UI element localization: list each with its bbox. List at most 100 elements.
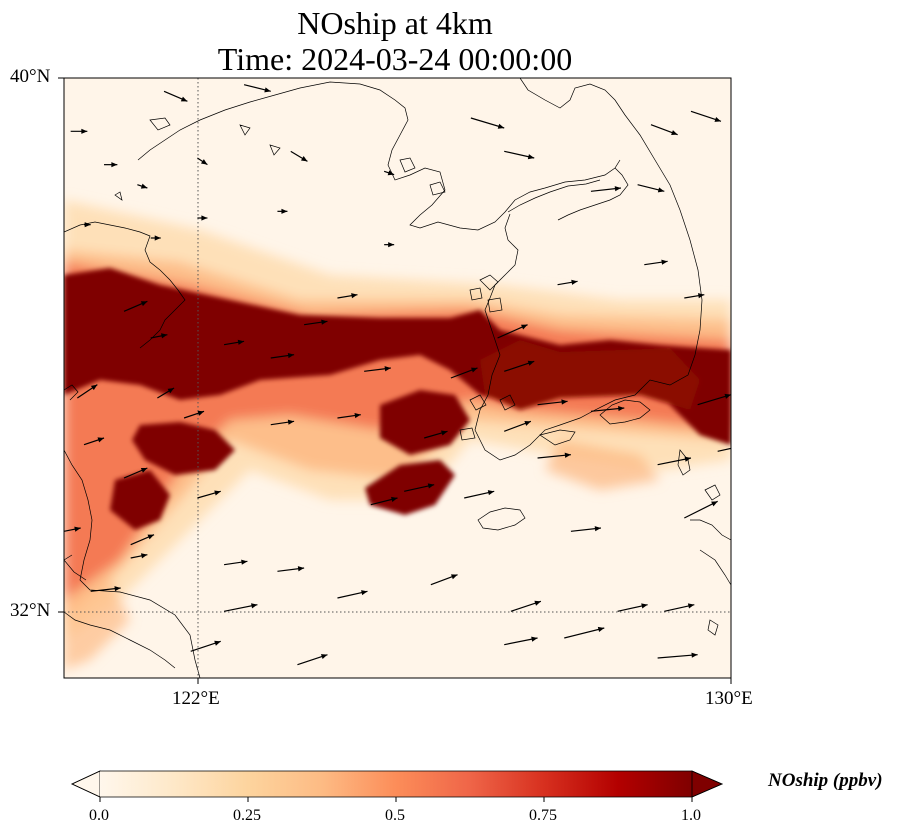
map-frame <box>63 77 732 679</box>
wind-arrow-head <box>264 87 271 93</box>
wind-arrow-head <box>597 626 605 632</box>
wind-arrow-head <box>140 553 148 559</box>
wind-arrow-head <box>321 319 328 325</box>
wind-arrow-head <box>614 186 621 192</box>
colorbar-tick-1: 1.0 <box>681 807 701 824</box>
wind-arrow-head <box>200 159 208 165</box>
wind-arrow-head <box>450 574 458 580</box>
wind-arrow-head <box>471 367 478 373</box>
wind-arrow-head <box>497 123 505 129</box>
colorbar <box>71 770 724 802</box>
wind-arrow-head <box>111 162 118 168</box>
wind-arrow-head <box>441 430 448 436</box>
wind-arrow-head <box>214 490 221 496</box>
wind-arrow-head <box>180 96 188 102</box>
wind-arrow-head <box>657 187 665 193</box>
wind-arrow-head <box>84 222 91 228</box>
wind-arrow-head <box>147 534 155 540</box>
wind-arrow-head <box>74 526 81 532</box>
map-title: NOship at 4km <box>297 5 493 41</box>
wind-arrow-head <box>354 412 361 419</box>
colorbar-gradient <box>100 771 692 797</box>
wind-arrow-head <box>711 501 718 507</box>
wind-arrow-head <box>114 586 121 592</box>
wind-arrow-head <box>561 399 568 405</box>
wind-arrow-head <box>251 603 258 609</box>
lon-label-122E: 122°E <box>172 688 220 709</box>
wind-arrow-head <box>391 496 398 502</box>
wind-arrow-head <box>641 603 648 609</box>
wind-arrow-head <box>154 235 161 241</box>
wind-arrow-head <box>388 242 395 248</box>
wind-arrow-shaft <box>424 71 457 74</box>
wind-arrow-shaft <box>657 654 698 659</box>
wind-arrow-shaft <box>551 45 591 55</box>
wind-arrow-head <box>351 293 358 299</box>
wind-arrow-head <box>140 301 148 307</box>
wind-arrow-head <box>287 352 295 359</box>
wind-arrow-head <box>300 156 308 162</box>
wind-arrow-head <box>97 437 105 443</box>
wind-arrow-head <box>584 51 590 56</box>
wind-arrow-head <box>320 654 328 660</box>
wind-arrow-head <box>671 130 678 135</box>
wind-arrow-head <box>281 208 288 214</box>
wind-arrow-head <box>521 324 528 330</box>
wind-arrow-head <box>571 279 578 285</box>
wind-arrow-head <box>661 259 668 265</box>
wind-arrow-head <box>81 128 88 134</box>
wind-arrow-head <box>451 71 457 76</box>
wind-arrow-head <box>714 116 721 122</box>
colorbar-tick-025: 0.25 <box>233 807 261 824</box>
wind-arrow-head <box>90 384 98 391</box>
map-panel <box>64 45 747 678</box>
wind-arrow-head <box>741 443 747 448</box>
wind-arrow-head <box>687 603 695 609</box>
colorbar-label: NOship (ppbv) <box>768 770 883 791</box>
wind-arrow-head <box>697 293 705 299</box>
colorbar-min-extend <box>71 770 101 798</box>
wind-arrow-head <box>564 452 571 458</box>
colorbar-tick-075: 0.75 <box>529 807 557 824</box>
wind-arrow-head <box>691 652 698 658</box>
wind-arrow-head <box>534 600 541 606</box>
colorbar-max-extend <box>691 770 724 798</box>
wind-arrow-head <box>361 590 368 596</box>
wind-vectors <box>64 45 747 666</box>
wind-arrow-head <box>160 333 168 339</box>
coastlines <box>64 78 731 678</box>
wind-arrow-head <box>487 490 495 496</box>
wind-arrow-shaft <box>684 500 718 519</box>
wind-arrow-head <box>384 366 391 372</box>
lat-label-32N: 32°N <box>10 600 51 621</box>
wind-arrow-head <box>287 419 295 425</box>
wind-arrow-shaft <box>717 447 731 452</box>
wind-arrow-head <box>524 421 531 426</box>
wind-arrow-head <box>197 410 205 416</box>
wind-arrow-head <box>527 360 535 366</box>
wind-arrow-head <box>427 483 435 489</box>
wind-arrow-head <box>531 636 538 642</box>
lat-label-40N: 40°N <box>10 66 51 87</box>
wind-arrow-head <box>594 526 601 532</box>
wind-arrow-head <box>684 456 691 462</box>
wind-arrow-head <box>527 154 535 160</box>
wind-arrow-head <box>167 387 175 394</box>
wind-arrow-head <box>724 393 731 399</box>
wind-arrow-head <box>618 406 625 412</box>
wind-arrow-head <box>241 559 248 565</box>
wind-arrow-head <box>140 467 148 473</box>
map-subtitle-time: Time: 2024-03-24 00:00:00 <box>217 41 573 77</box>
colorbar-tick-0: 0.0 <box>89 807 109 824</box>
wind-arrow-head <box>237 339 245 345</box>
wind-arrow-head <box>201 215 208 221</box>
lon-label-130E: 130°E <box>705 688 753 709</box>
wind-arrow-shaft <box>564 627 605 639</box>
wind-arrow-head <box>387 170 395 176</box>
wind-arrow-head <box>297 566 305 572</box>
wind-arrow-head <box>214 640 221 646</box>
colorbar-tick-05: 0.5 <box>385 807 405 824</box>
wind-arrow-head <box>140 183 148 189</box>
concentration-field <box>64 200 731 670</box>
